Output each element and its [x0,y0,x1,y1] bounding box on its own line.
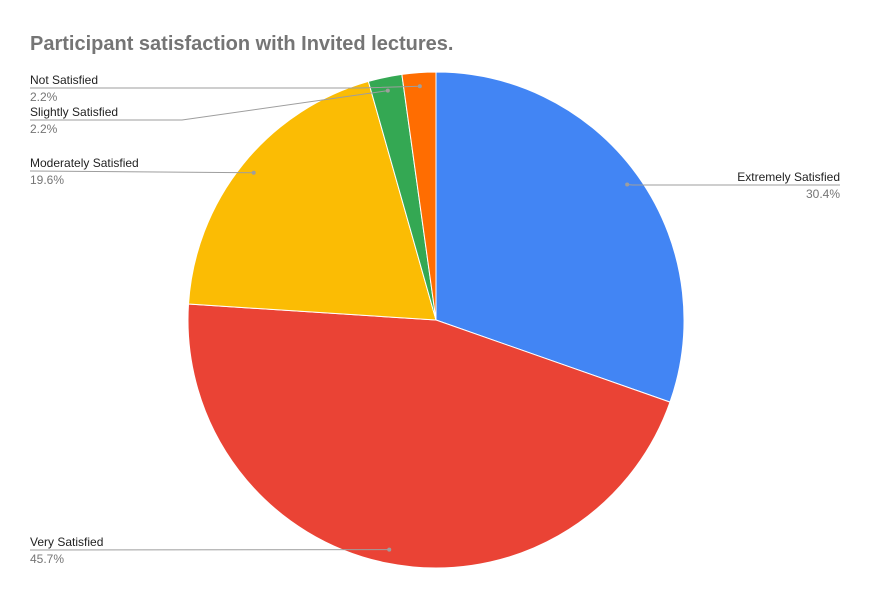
pie-slice [435,71,685,403]
slice-value-label: 45.7% [30,552,64,566]
slice-value-label: 30.4% [806,187,840,201]
leader-dot [251,170,256,175]
slice-label: Moderately Satisfied [30,156,139,170]
slice-value-label: 2.2% [30,122,58,136]
leader-line [30,85,420,89]
slice-label: Very Satisfied [30,535,103,549]
leader-line [30,90,388,121]
leader-dot [387,547,392,552]
slice-value-label: 2.2% [30,90,58,104]
slice-value-label: 19.6% [30,173,64,187]
leader-dot [385,88,390,93]
pie-slice [187,303,671,569]
pie-slice [187,80,437,321]
chart-title: Participant satisfaction with Invited le… [30,33,453,55]
slice-label: Not Satisfied [30,73,98,87]
leader-dot [625,182,630,187]
pie-slice [401,71,437,321]
leader-dot [417,84,422,89]
slice-label: Extremely Satisfied [737,170,840,184]
leader-line [627,183,840,186]
slice-label: Slightly Satisfied [30,105,118,119]
leader-line [29,170,254,174]
